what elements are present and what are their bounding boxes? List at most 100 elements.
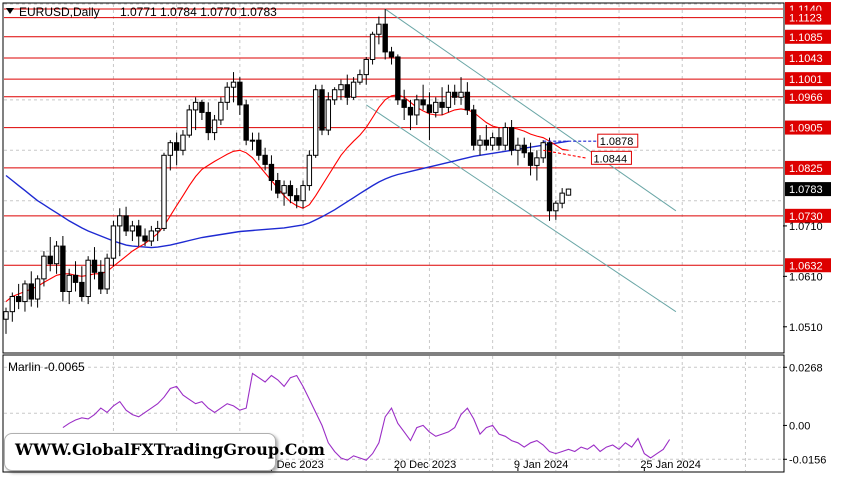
candle <box>281 180 287 206</box>
time-tick-label: 9 Jan 2024 <box>514 459 568 471</box>
candle-body-bear <box>470 109 477 146</box>
candle-body-bull <box>218 101 224 121</box>
candle <box>173 132 180 166</box>
candle <box>47 237 53 272</box>
candle <box>433 97 439 118</box>
candle <box>376 16 382 45</box>
projection-tag <box>597 133 639 148</box>
candle-body-bear <box>294 195 300 202</box>
price-tick-label: 1.0710 <box>789 221 823 233</box>
candle-body-bear <box>546 142 553 212</box>
level-price-label: 1.1043 <box>789 53 823 65</box>
candle-body-bear <box>388 51 395 58</box>
projection-label: 1.0878 <box>600 136 634 148</box>
candle <box>426 92 433 141</box>
osc-tick-label: -0.0156 <box>789 454 826 466</box>
candle-body-bear <box>464 91 471 111</box>
current-price-label: 1.0783 <box>789 184 823 196</box>
candle <box>9 292 16 322</box>
candle-body-bull <box>306 154 313 187</box>
candle-body-bull <box>186 109 192 136</box>
candle-body-bull <box>34 278 41 300</box>
candle <box>85 256 91 305</box>
candle-body-bear <box>142 235 148 242</box>
projection: 1.0878 1.0844 <box>543 133 639 165</box>
horizontal-levels[interactable] <box>4 8 783 266</box>
watermark-text: WWW.GlobalFXTradingGroup.Com <box>15 440 325 459</box>
candle <box>319 84 325 136</box>
candle <box>262 147 268 171</box>
osc-tick-label: 0.0268 <box>789 362 823 374</box>
trend-channel[interactable] <box>365 8 677 313</box>
candle-body-bear <box>15 296 22 303</box>
candle <box>142 228 148 247</box>
candle <box>136 219 142 247</box>
candle-body-bull <box>154 227 161 232</box>
candle <box>407 99 414 131</box>
candle <box>401 89 407 120</box>
candle-body-bull <box>363 58 369 76</box>
candle-body-bear <box>173 142 180 151</box>
candle-body-bull <box>66 274 72 292</box>
candle-body-bull <box>230 81 237 88</box>
level-price-tag <box>785 258 831 273</box>
candle <box>205 102 211 141</box>
candle <box>98 260 104 294</box>
candle <box>34 275 41 308</box>
candle-body-bull <box>331 89 338 101</box>
candle-body-bull <box>458 91 464 98</box>
watermark-banner: WWW.GlobalFXTradingGroup.Com <box>4 433 325 471</box>
level-price-tag <box>785 160 831 175</box>
candle-body-bear <box>287 185 294 197</box>
candle <box>521 137 527 158</box>
level-price-tag <box>785 29 831 44</box>
candle-body-bear <box>483 139 490 146</box>
candle-body-bear <box>205 111 211 134</box>
candle <box>559 188 565 209</box>
candle-body-bull <box>477 139 483 146</box>
level-price-label: 1.0825 <box>789 163 823 175</box>
price-axis: 1.11401.11231.10851.10431.10011.09661.09… <box>783 2 831 466</box>
candle-body-bull <box>41 255 47 280</box>
candle-body-bull <box>433 101 439 113</box>
level-price-tag <box>785 50 831 65</box>
candle-body-bear <box>256 139 262 156</box>
level-price-label: 1.0905 <box>789 123 823 135</box>
candle <box>72 261 79 292</box>
candle-body-bull <box>110 225 117 259</box>
dropdown-triangle-icon[interactable] <box>6 8 14 14</box>
candle-body-bull <box>414 99 420 116</box>
candle-body-bear <box>401 99 407 108</box>
candle <box>458 77 464 105</box>
candle <box>154 220 161 242</box>
candle-body-bear <box>262 154 268 165</box>
candle <box>344 74 350 105</box>
candle-body-bull <box>376 23 382 35</box>
fast-ma-projection <box>543 149 588 159</box>
candle <box>312 84 319 158</box>
indicator-label: Marlin -0.0065 <box>8 360 85 374</box>
candle-body-bear <box>243 104 249 141</box>
candle-body-bull <box>167 142 174 156</box>
level-price-label: 1.0966 <box>789 92 823 104</box>
osc-tick-label: 0.00 <box>789 420 810 432</box>
candle-body-bear <box>496 137 502 146</box>
candle <box>41 251 47 287</box>
candle <box>268 155 275 191</box>
candle <box>489 132 496 151</box>
candle <box>331 87 338 105</box>
candle-body-bull <box>559 192 565 204</box>
candle-body-bear <box>60 245 66 292</box>
candle <box>186 104 192 138</box>
candle <box>338 79 344 100</box>
candle-body-bull <box>325 99 332 131</box>
candle <box>470 104 477 151</box>
candle <box>180 130 186 156</box>
candle-body-bear <box>382 23 388 53</box>
candle <box>123 206 129 236</box>
candle <box>167 140 174 171</box>
candle <box>496 127 502 151</box>
level-price-label: 1.0632 <box>789 260 823 272</box>
candle <box>28 271 34 307</box>
